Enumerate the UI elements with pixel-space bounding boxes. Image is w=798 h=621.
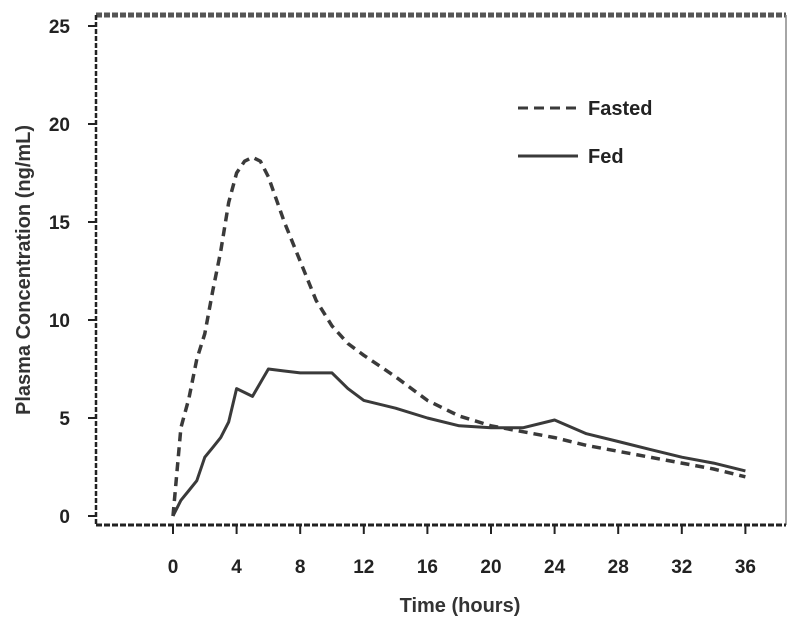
x-tick-label: 32 [671,557,692,578]
x-tick-label: 8 [295,557,306,578]
x-tick-label: 36 [735,557,756,578]
legend-label-fasted: Fasted [588,98,652,120]
x-tick-label: 20 [480,557,501,578]
series-line-fed [171,367,746,517]
series-line-fasted [171,155,746,517]
x-tick-label: 12 [353,557,374,578]
y-tick-label: 5 [59,409,70,430]
y-axis: 0 5 10 15 20 25 [49,17,96,528]
plot-area [94,12,787,527]
x-axis-title: Time (hours) [400,595,521,617]
y-tick-label: 25 [49,17,71,38]
y-axis-title: Plasma Concentration (ng/mL) [13,125,35,415]
x-axis: 0 4 8 12 16 20 24 28 32 36 [168,525,756,578]
x-tick-label: 28 [608,557,629,578]
x-tick-label: 4 [231,557,242,578]
legend: Fasted Fed [518,98,652,168]
x-tick-label: 0 [168,557,179,578]
y-tick-label: 10 [49,311,70,332]
legend-label-fed: Fed [588,146,624,168]
y-tick-label: 20 [49,115,70,136]
y-tick-label: 15 [49,213,71,234]
x-tick-label: 16 [417,557,438,578]
x-tick-label: 24 [544,557,566,578]
y-tick-label: 0 [59,507,70,528]
series-layer [171,155,746,517]
